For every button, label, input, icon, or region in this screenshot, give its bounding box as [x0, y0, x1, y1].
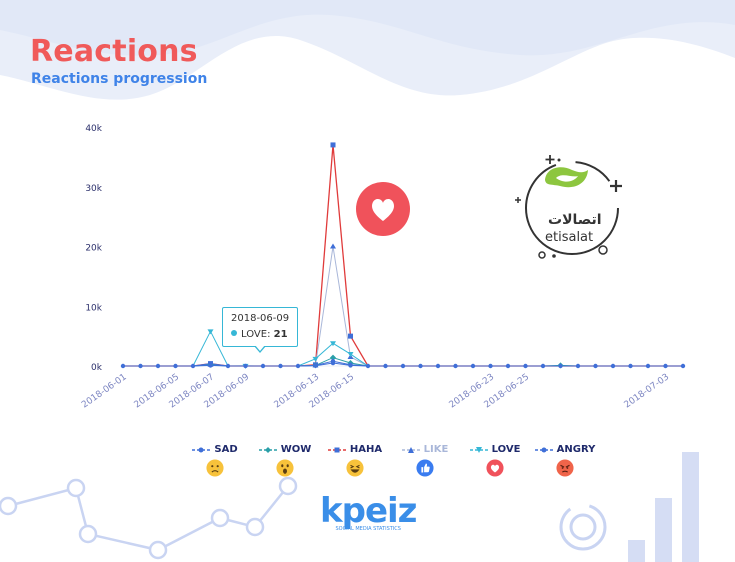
data-point-sad[interactable] — [505, 363, 511, 369]
tooltip-value: 21 — [273, 329, 288, 340]
data-point-sad[interactable] — [575, 363, 581, 369]
tooltip-value-row: LOVE: 21 — [231, 329, 288, 340]
data-point-sad[interactable] — [540, 363, 546, 369]
legend-item-haha[interactable]: HAHA — [320, 444, 390, 477]
series-markers — [120, 142, 686, 369]
data-point-sad[interactable] — [120, 363, 126, 369]
data-point-love[interactable] — [207, 329, 214, 335]
series-line-love — [123, 330, 683, 367]
data-point-sad[interactable] — [400, 363, 406, 369]
y-tick-label: 20k — [85, 244, 102, 254]
line-chart: 0k 10k 20k 30k 40k 2018-06-01 2018-06-052018-… — [80, 124, 686, 410]
legend-label-like: LIKE — [423, 444, 449, 455]
data-point-sad[interactable] — [155, 363, 161, 369]
legend-marker-wow — [258, 446, 277, 453]
tooltip-date: 2018-06-09 — [231, 313, 290, 324]
love-heart-icon — [486, 459, 504, 477]
series-line-like — [123, 246, 683, 367]
legend-label-wow: WOW — [280, 444, 312, 455]
data-point-sad[interactable] — [138, 363, 143, 369]
data-point-sad[interactable] — [418, 363, 423, 369]
sad-face-icon — [206, 459, 224, 477]
data-point-love[interactable] — [330, 341, 336, 347]
legend-marker-love — [469, 446, 488, 453]
data-point-sad[interactable] — [645, 363, 651, 369]
legend-label-sad: SAD — [214, 444, 238, 455]
data-point-sad[interactable] — [453, 363, 458, 369]
like-thumb-icon — [416, 459, 434, 477]
brand-name: kpeiz — [320, 491, 417, 531]
data-point-sad[interactable] — [365, 363, 371, 369]
legend-item-like[interactable]: LIKE — [390, 444, 460, 477]
data-point-sad[interactable] — [243, 363, 248, 369]
x-tick-label: 2018-07-03 — [623, 372, 672, 410]
logo-english-text: etisalat — [545, 230, 594, 245]
data-point-angry[interactable] — [330, 360, 336, 366]
data-point-haha[interactable] — [330, 142, 336, 148]
data-point-sad[interactable] — [260, 363, 266, 369]
data-point-sad[interactable] — [610, 363, 616, 369]
wow-face-icon — [276, 459, 294, 477]
legend-item-sad[interactable]: SAD — [180, 444, 250, 477]
chart-tooltip: 2018-06-09 LOVE: 21 — [222, 307, 298, 353]
legend-marker-angry — [534, 447, 553, 452]
data-point-like[interactable] — [330, 243, 336, 249]
data-point-sad[interactable] — [435, 363, 441, 369]
data-point-sad[interactable] — [383, 363, 388, 369]
data-point-sad[interactable] — [628, 363, 633, 369]
data-point-sad[interactable] — [225, 363, 231, 369]
tooltip-series-name: LOVE — [241, 329, 268, 340]
data-point-love[interactable] — [347, 352, 354, 358]
y-tick-label: 40k — [85, 124, 102, 134]
data-point-sad[interactable] — [190, 363, 196, 369]
legend-item-love[interactable]: LOVE — [460, 444, 530, 477]
legend-item-wow[interactable]: WOW — [250, 444, 320, 477]
data-point-angry[interactable] — [313, 363, 318, 368]
chart-legend: SAD WOW HAHA LIKE LOVE ANGRY — [180, 444, 595, 484]
bar-decoration — [628, 452, 699, 562]
data-point-wow[interactable] — [330, 354, 336, 361]
love-reaction-badge-icon — [356, 182, 410, 236]
haha-face-icon — [346, 459, 364, 477]
data-point-haha[interactable] — [348, 333, 353, 339]
y-axis-ticks: 0k 10k 20k 30k 40k — [85, 124, 102, 373]
x-axis-ticks: 2018-06-01 2018-06-052018-06-072018-06-09… — [80, 372, 671, 410]
data-point-angry[interactable] — [208, 363, 213, 368]
tooltip-series-dot — [231, 330, 237, 336]
legend-marker-sad — [192, 447, 211, 452]
legend-label-angry: ANGRY — [556, 444, 596, 455]
y-tick-label: 0k — [91, 363, 103, 373]
chart-title: Reactions — [30, 34, 198, 69]
logo-arabic-text: اتصالات — [548, 212, 602, 228]
legend-marker-like — [401, 446, 420, 453]
data-point-sad[interactable] — [558, 363, 563, 369]
legend-label-love: LOVE — [491, 444, 521, 455]
legend-marker-haha — [327, 447, 346, 452]
data-point-sad[interactable] — [593, 363, 598, 369]
data-point-sad[interactable] — [680, 363, 686, 369]
data-point-love[interactable] — [312, 356, 319, 362]
kpeiz-brand: kpeiz SOCIAL MEDIA STATISTICS — [320, 491, 417, 532]
copyright-circle-icon — [559, 503, 607, 551]
x-tick-label: 2018-06-01 — [80, 372, 129, 410]
data-point-sad[interactable] — [488, 363, 493, 369]
legend-item-angry[interactable]: ANGRY — [530, 444, 600, 477]
legend-label-haha: HAHA — [349, 444, 383, 455]
data-point-sad[interactable] — [173, 363, 178, 369]
chart-subtitle: Reactions progression — [31, 71, 208, 87]
y-tick-label: 10k — [85, 303, 102, 313]
data-point-sad[interactable] — [470, 363, 476, 369]
data-point-angry[interactable] — [348, 363, 353, 368]
brand-tagline: SOCIAL MEDIA STATISTICS — [335, 526, 401, 532]
y-tick-label: 30k — [85, 184, 102, 194]
data-point-sad[interactable] — [278, 363, 283, 369]
data-point-sad[interactable] — [663, 363, 668, 369]
angry-face-icon — [556, 459, 574, 477]
data-point-sad[interactable] — [523, 363, 528, 369]
data-point-sad[interactable] — [295, 363, 301, 369]
network-decoration — [7, 485, 289, 552]
etisalat-logo — [515, 155, 622, 259]
